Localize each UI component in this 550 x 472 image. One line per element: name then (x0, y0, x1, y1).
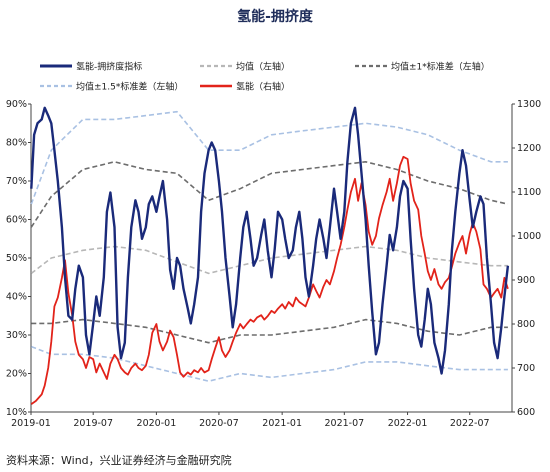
legend-label: 均值±1*标准差（左轴） (391, 61, 490, 73)
series-line (30, 245, 508, 275)
left-tick-label: 40% (6, 292, 27, 303)
legend-label: 氢能-拥挤度指标 (76, 61, 142, 73)
series-line (31, 318, 508, 344)
x-tick-label: 2021-07 (324, 418, 364, 429)
right-tick-label: 800 (517, 319, 535, 330)
right-tick-label: 1200 (517, 143, 541, 154)
left-tick-label: 10% (6, 407, 27, 418)
left-tick-label: 70% (6, 176, 27, 187)
left-tick-label: 50% (6, 253, 27, 264)
x-tick-label: 2022-01 (388, 418, 428, 429)
series-line (30, 106, 510, 375)
right-tick-label: 1000 (517, 231, 541, 242)
left-tick-label: 80% (6, 138, 27, 149)
series-line (30, 155, 509, 405)
x-tick-label: 2019-01 (11, 418, 51, 429)
right-tick-label: 900 (517, 275, 535, 286)
left-tick-label: 30% (6, 330, 27, 341)
right-tick-label: 700 (517, 363, 535, 374)
legend-label: 均值（左轴） (236, 61, 290, 73)
left-tick-label: 20% (6, 369, 27, 380)
legend-label: 均值±1.5*标准差（左轴） (76, 81, 183, 93)
source-note: 资料来源：Wind，兴业证券经济与金融研究院 (6, 454, 232, 467)
series-line (31, 345, 508, 382)
left-tick-label: 90% (6, 99, 27, 110)
right-tick-label: 1100 (517, 187, 541, 198)
right-tick-label: 600 (517, 407, 535, 418)
right-tick-label: 1300 (517, 99, 541, 110)
legend-label: 氢能（右轴） (236, 81, 290, 93)
legend: 氢能-拥挤度指标 均值（左轴） 均值±1*标准差（左轴） 均值±1.5*标准差（左轴）… (40, 61, 490, 93)
left-tick-label: 60% (6, 215, 27, 226)
series-line (30, 110, 508, 205)
x-tick-label: 2022-07 (450, 418, 490, 429)
chart-title: 氢能-拥挤度 (237, 9, 313, 25)
x-tick-label: 2021-01 (262, 418, 302, 429)
series-line (30, 161, 509, 228)
x-tick-label: 2019-07 (73, 418, 113, 429)
x-tick-label: 2020-01 (137, 418, 177, 429)
x-tick-label: 2020-07 (199, 418, 239, 429)
